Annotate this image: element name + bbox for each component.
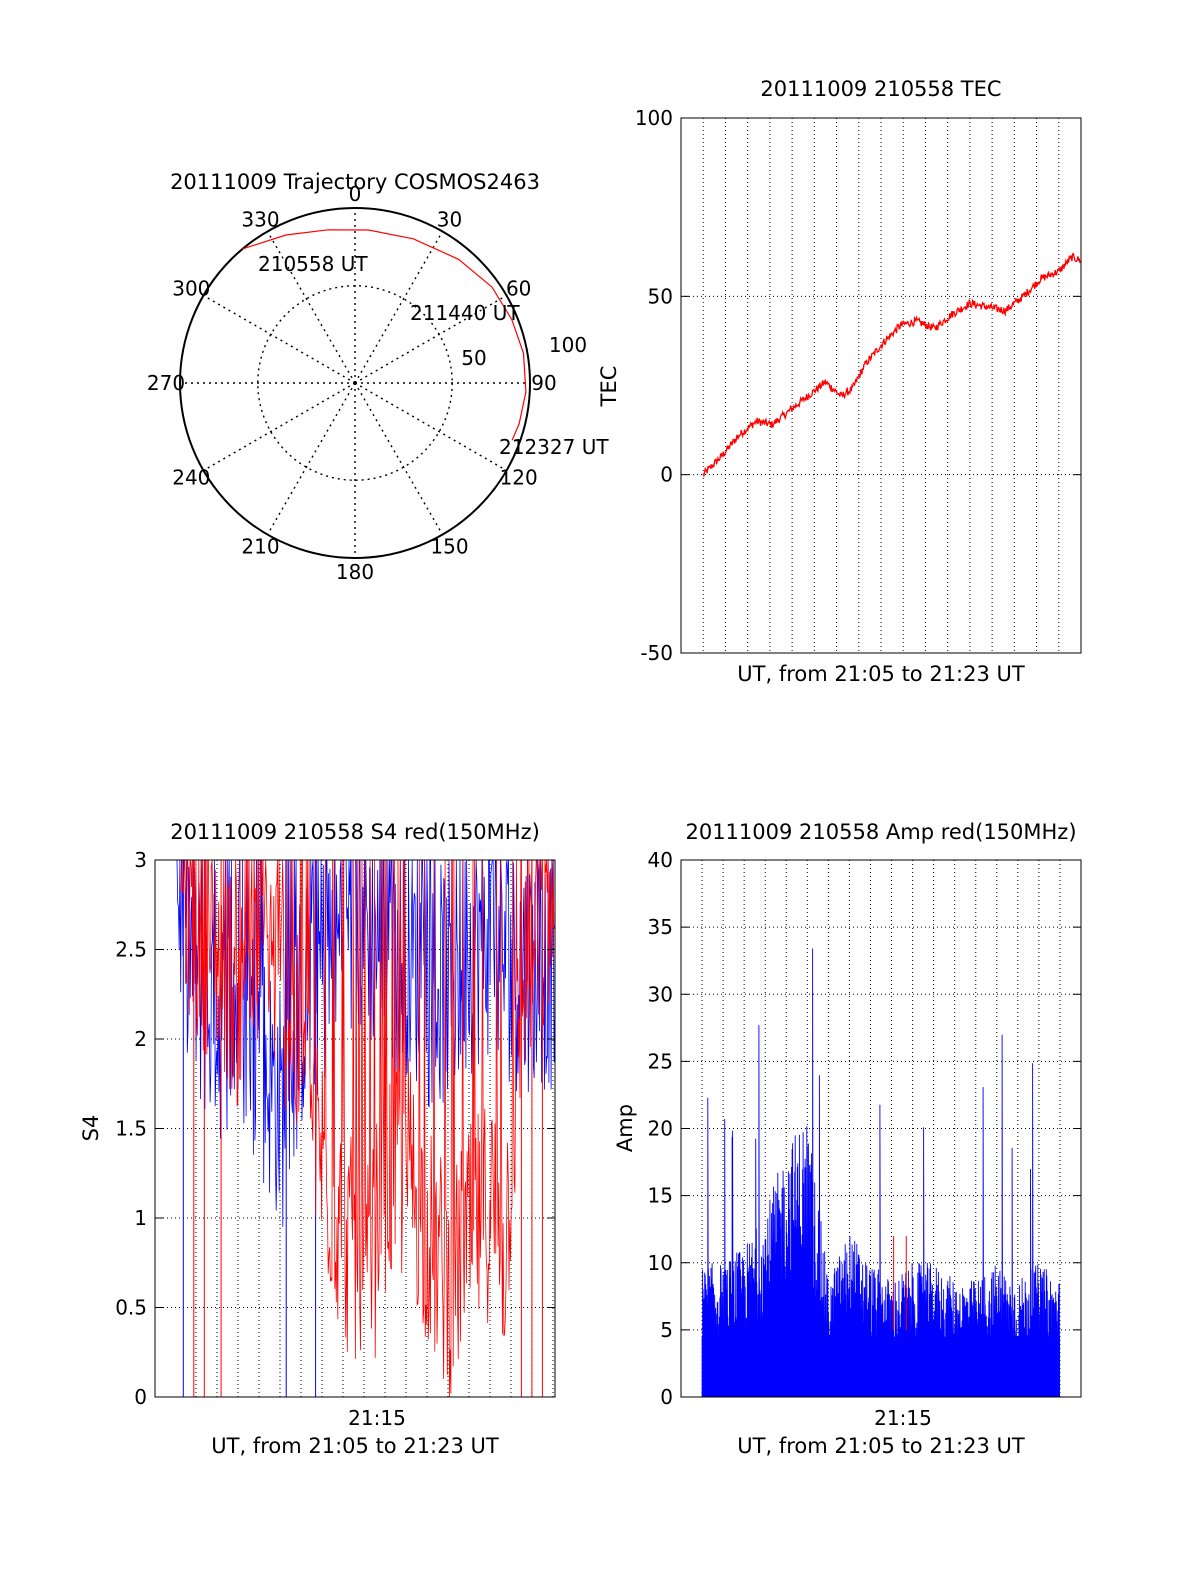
- amp-ytick-label: 5: [660, 1318, 673, 1342]
- amp-ylabel: Amp: [613, 1104, 637, 1152]
- tec-plot: 20111009 210558 TEC 100 50 0 -50 TEC UT, fr…: [597, 77, 1082, 686]
- amp-ytick-label: 0: [660, 1385, 673, 1409]
- amp-ytick-label: 30: [648, 982, 673, 1006]
- s4-ytick-label: 2.5: [115, 938, 147, 962]
- amp-ytick-label: 10: [648, 1251, 673, 1275]
- polar-azimuth-label: 90: [531, 371, 556, 395]
- s4-series-red: [180, 859, 555, 1398]
- polar-radial-label-100: 100: [549, 333, 587, 357]
- polar-outer-circle: [179, 207, 531, 559]
- tec-ytick-label: 50: [648, 284, 673, 308]
- tec-y-ticks: 100 50 0 -50: [635, 106, 1081, 665]
- s4-ytick-label: 0.5: [115, 1296, 147, 1320]
- amp-ytick-label: 40: [648, 848, 673, 872]
- amp-plot: 20111009 210558 Amp red(150MHz) 40 35 30 25…: [613, 820, 1082, 1458]
- amp-base-fill: [702, 1336, 1060, 1397]
- s4-y-ticks: 3 2.5 2 1.5 1 0.5 0: [115, 848, 555, 1409]
- polar-spoke: [354, 231, 444, 384]
- amp-ytick-label: 25: [648, 1049, 673, 1073]
- polar-azimuth-label: 120: [500, 466, 538, 490]
- amp-ytick-label: 35: [648, 915, 673, 939]
- amp-grid: [681, 860, 1081, 1397]
- s4-ytick-label: 1: [134, 1206, 147, 1230]
- s4-ytick-label: 2: [134, 1027, 147, 1051]
- tec-ytick-label: -50: [640, 641, 673, 665]
- polar-azimuth-labels: 0 30 60 90 120 150 180 210 240 270 300 330: [147, 182, 557, 584]
- s4-ytick-label: 1.5: [115, 1117, 147, 1141]
- s4-plot: 20111009 210558 S4 red(150MHz) 3 2.5 2 1.5 1…: [79, 820, 556, 1458]
- polar-azimuth-label: 300: [172, 277, 210, 301]
- s4-xtick-label: 21:15: [348, 1406, 406, 1430]
- amp-ytick-label: 15: [648, 1184, 673, 1208]
- polar-spoke: [203, 294, 356, 384]
- trajectory-line: [242, 229, 527, 441]
- polar-grid: [180, 208, 530, 558]
- polar-azimuth-label: 330: [241, 207, 279, 231]
- tec-xlabel: UT, from 21:05 to 21:23 UT: [737, 662, 1025, 686]
- amp-title: 20111009 210558 Amp red(150MHz): [685, 820, 1076, 844]
- polar-azimuth-label: 30: [437, 207, 462, 231]
- polar-radial-label-50: 50: [461, 346, 486, 370]
- polar-title: 20111009 Trajectory COSMOS2463: [170, 170, 540, 194]
- polar-spoke: [203, 382, 356, 472]
- s4-ylabel: S4: [79, 1115, 103, 1142]
- annotation-mid: 211440 UT: [410, 301, 520, 325]
- tec-title: 20111009 210558 TEC: [760, 77, 1001, 101]
- amp-xtick-label: 21:15: [874, 1406, 932, 1430]
- amp-bars-trace: [701, 948, 1060, 1398]
- polar-spoke: [266, 382, 356, 535]
- tec-ytick-label: 100: [635, 106, 673, 130]
- polar-spoke: [354, 294, 507, 384]
- amp-series-blue: [701, 948, 1060, 1398]
- s4-ytick-label: 0: [134, 1385, 147, 1409]
- s4-xlabel: UT, from 21:05 to 21:23 UT: [211, 1434, 499, 1458]
- s4-ytick-label: 3: [134, 848, 147, 872]
- amp-y-ticks: 40 35 30 25 20 15 10 5 0: [648, 848, 1081, 1409]
- annotation-end: 212327 UT: [499, 435, 609, 459]
- polar-spoke: [354, 382, 444, 535]
- polar-azimuth-label: 270: [147, 371, 185, 395]
- amp-series-red: [893, 1235, 907, 1330]
- tec-line: [702, 252, 1081, 478]
- polar-azimuth-label: 240: [172, 466, 210, 490]
- polar-spoke: [266, 231, 356, 384]
- polar-azimuth-label: 150: [430, 535, 468, 559]
- amp-ytick-label: 20: [648, 1117, 673, 1141]
- polar-plot: 20111009 Trajectory COSMOS2463 0 30 60 90 12…: [147, 170, 609, 584]
- tec-grid: [681, 118, 1081, 653]
- s4-title: 20111009 210558 S4 red(150MHz): [170, 820, 540, 844]
- tec-ytick-label: 0: [660, 463, 673, 487]
- tec-ylabel: TEC: [597, 366, 621, 408]
- polar-spoke: [354, 382, 507, 472]
- s4-series-blue: [176, 859, 556, 1397]
- amp-xlabel: UT, from 21:05 to 21:23 UT: [737, 1434, 1025, 1458]
- polar-azimuth-label: 0: [349, 182, 362, 206]
- polar-azimuth-label: 60: [506, 277, 531, 301]
- s4-red-line: [180, 859, 555, 1398]
- polar-azimuth-label: 180: [336, 560, 374, 584]
- tec-frame: [680, 117, 1082, 654]
- annotation-start: 210558 UT: [258, 252, 368, 276]
- polar-azimuth-label: 210: [241, 535, 279, 559]
